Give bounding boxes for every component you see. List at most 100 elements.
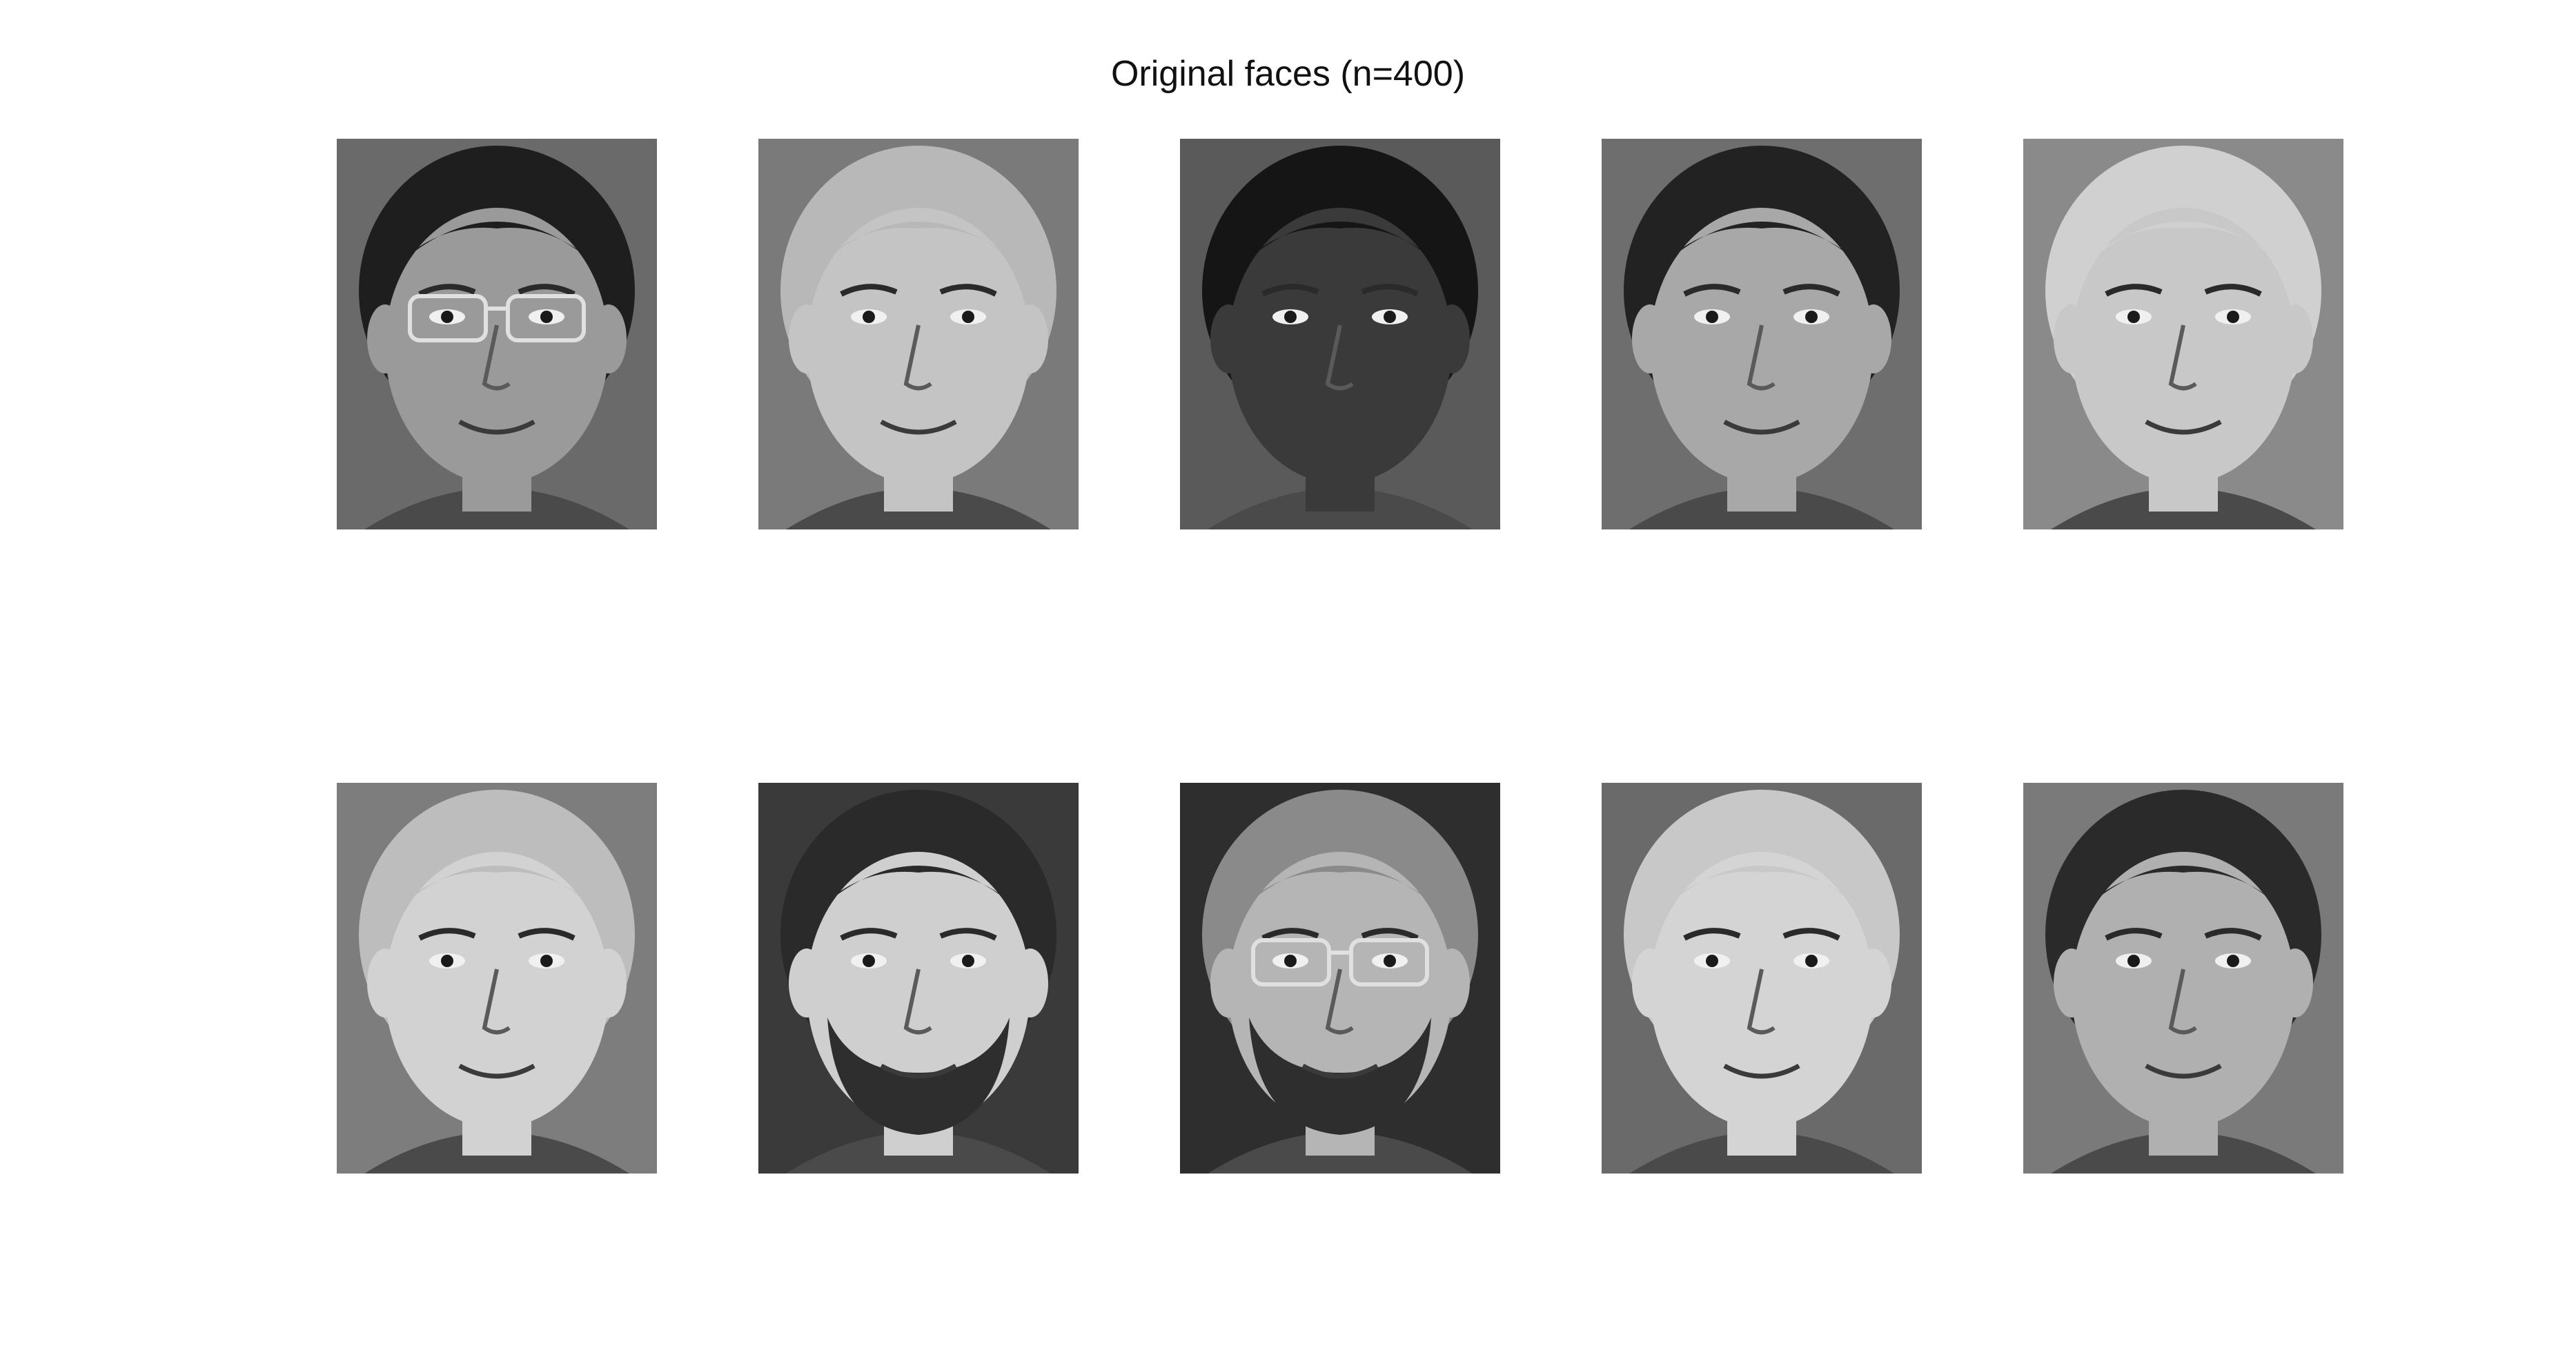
right-pupil [540,955,553,967]
right-eyebrow [939,284,997,297]
right-eyebrow [1782,928,1840,941]
hairline [1228,222,1452,277]
mouth [1723,1063,1800,1079]
face-photo-icon [337,139,657,529]
nose [1325,968,1354,1035]
hairline [385,222,609,277]
right-pupil [540,311,553,323]
left-eyebrow [1683,928,1741,941]
right-lens [1349,938,1429,986]
right-eyebrow [939,928,997,941]
left-eyebrow [1261,928,1319,941]
right-eyebrow [2204,284,2262,297]
left-lens [1251,938,1331,986]
left-pupil [1284,311,1297,323]
right-eyebrow [518,284,576,297]
left-pupil [1284,955,1297,967]
nose [903,968,932,1035]
figure-title: Original faces (n=400) [1110,54,1466,94]
face-image [1180,783,1500,1174]
face-image [1180,139,1500,529]
right-pupil [962,955,974,967]
face-photo-icon [1180,139,1500,529]
right-eyebrow [518,928,576,941]
mouth [880,1063,957,1079]
right-eyebrow [1361,284,1419,297]
right-pupil [1384,311,1396,323]
hairline [807,866,1030,921]
face [1228,208,1452,484]
nose [1325,324,1354,391]
right-pupil [962,311,974,323]
hairline [2072,222,2295,277]
hairline [1228,866,1452,921]
right-pupil [1805,955,1818,967]
left-pupil [2127,311,2140,323]
left-pupil [1706,955,1718,967]
hairline [385,866,609,921]
face-photo-icon [1602,139,1922,529]
hairline [1650,222,1874,277]
face [1650,852,1874,1128]
left-pupil [441,955,453,967]
face-photo-icon [1602,783,1922,1174]
hairline [2072,866,2295,921]
face [1228,852,1452,1128]
left-eyebrow [418,928,476,941]
face [807,852,1030,1128]
face-photo-icon [758,783,1079,1174]
face-image [337,139,657,529]
left-eyebrow [840,284,898,297]
right-eyebrow [1361,928,1419,941]
right-lens [506,294,586,342]
left-eyebrow [418,284,476,297]
right-eyebrow [2204,928,2262,941]
hairline [807,222,1030,277]
left-eyebrow [2105,284,2163,297]
mouth [880,419,957,435]
nose [1747,968,1776,1035]
right-pupil [2227,955,2239,967]
face-image [1602,783,1922,1174]
nose [903,324,932,391]
face [385,208,609,484]
face-photo-icon [758,139,1079,529]
left-pupil [863,311,875,323]
face-photo-icon [1180,783,1500,1174]
face-photo-icon [2023,139,2343,529]
mouth [1301,419,1379,435]
left-pupil [1706,311,1718,323]
left-pupil [2127,955,2140,967]
face [1650,208,1874,484]
hairline [1650,866,1874,921]
right-pupil [2227,311,2239,323]
mouth [2145,419,2222,435]
face-photo-icon [337,783,657,1174]
face-image [758,783,1079,1174]
left-lens [408,294,488,342]
nose [482,324,511,391]
left-eyebrow [840,928,898,941]
nose [2168,968,2197,1035]
mouth [458,1063,535,1079]
nose [2168,324,2197,391]
left-eyebrow [1261,284,1319,297]
right-pupil [1805,311,1818,323]
face-image [1602,139,1922,529]
nose [1747,324,1776,391]
face [2072,208,2295,484]
mouth [458,419,535,435]
left-pupil [441,311,453,323]
nose [482,968,511,1035]
right-pupil [1384,955,1396,967]
mouth [2145,1063,2222,1079]
face-image [337,783,657,1174]
face-image [2023,139,2343,529]
mouth [1723,419,1800,435]
right-eyebrow [1782,284,1840,297]
left-pupil [863,955,875,967]
mouth [1301,1063,1379,1079]
face [385,852,609,1128]
face-photo-icon [2023,783,2343,1174]
